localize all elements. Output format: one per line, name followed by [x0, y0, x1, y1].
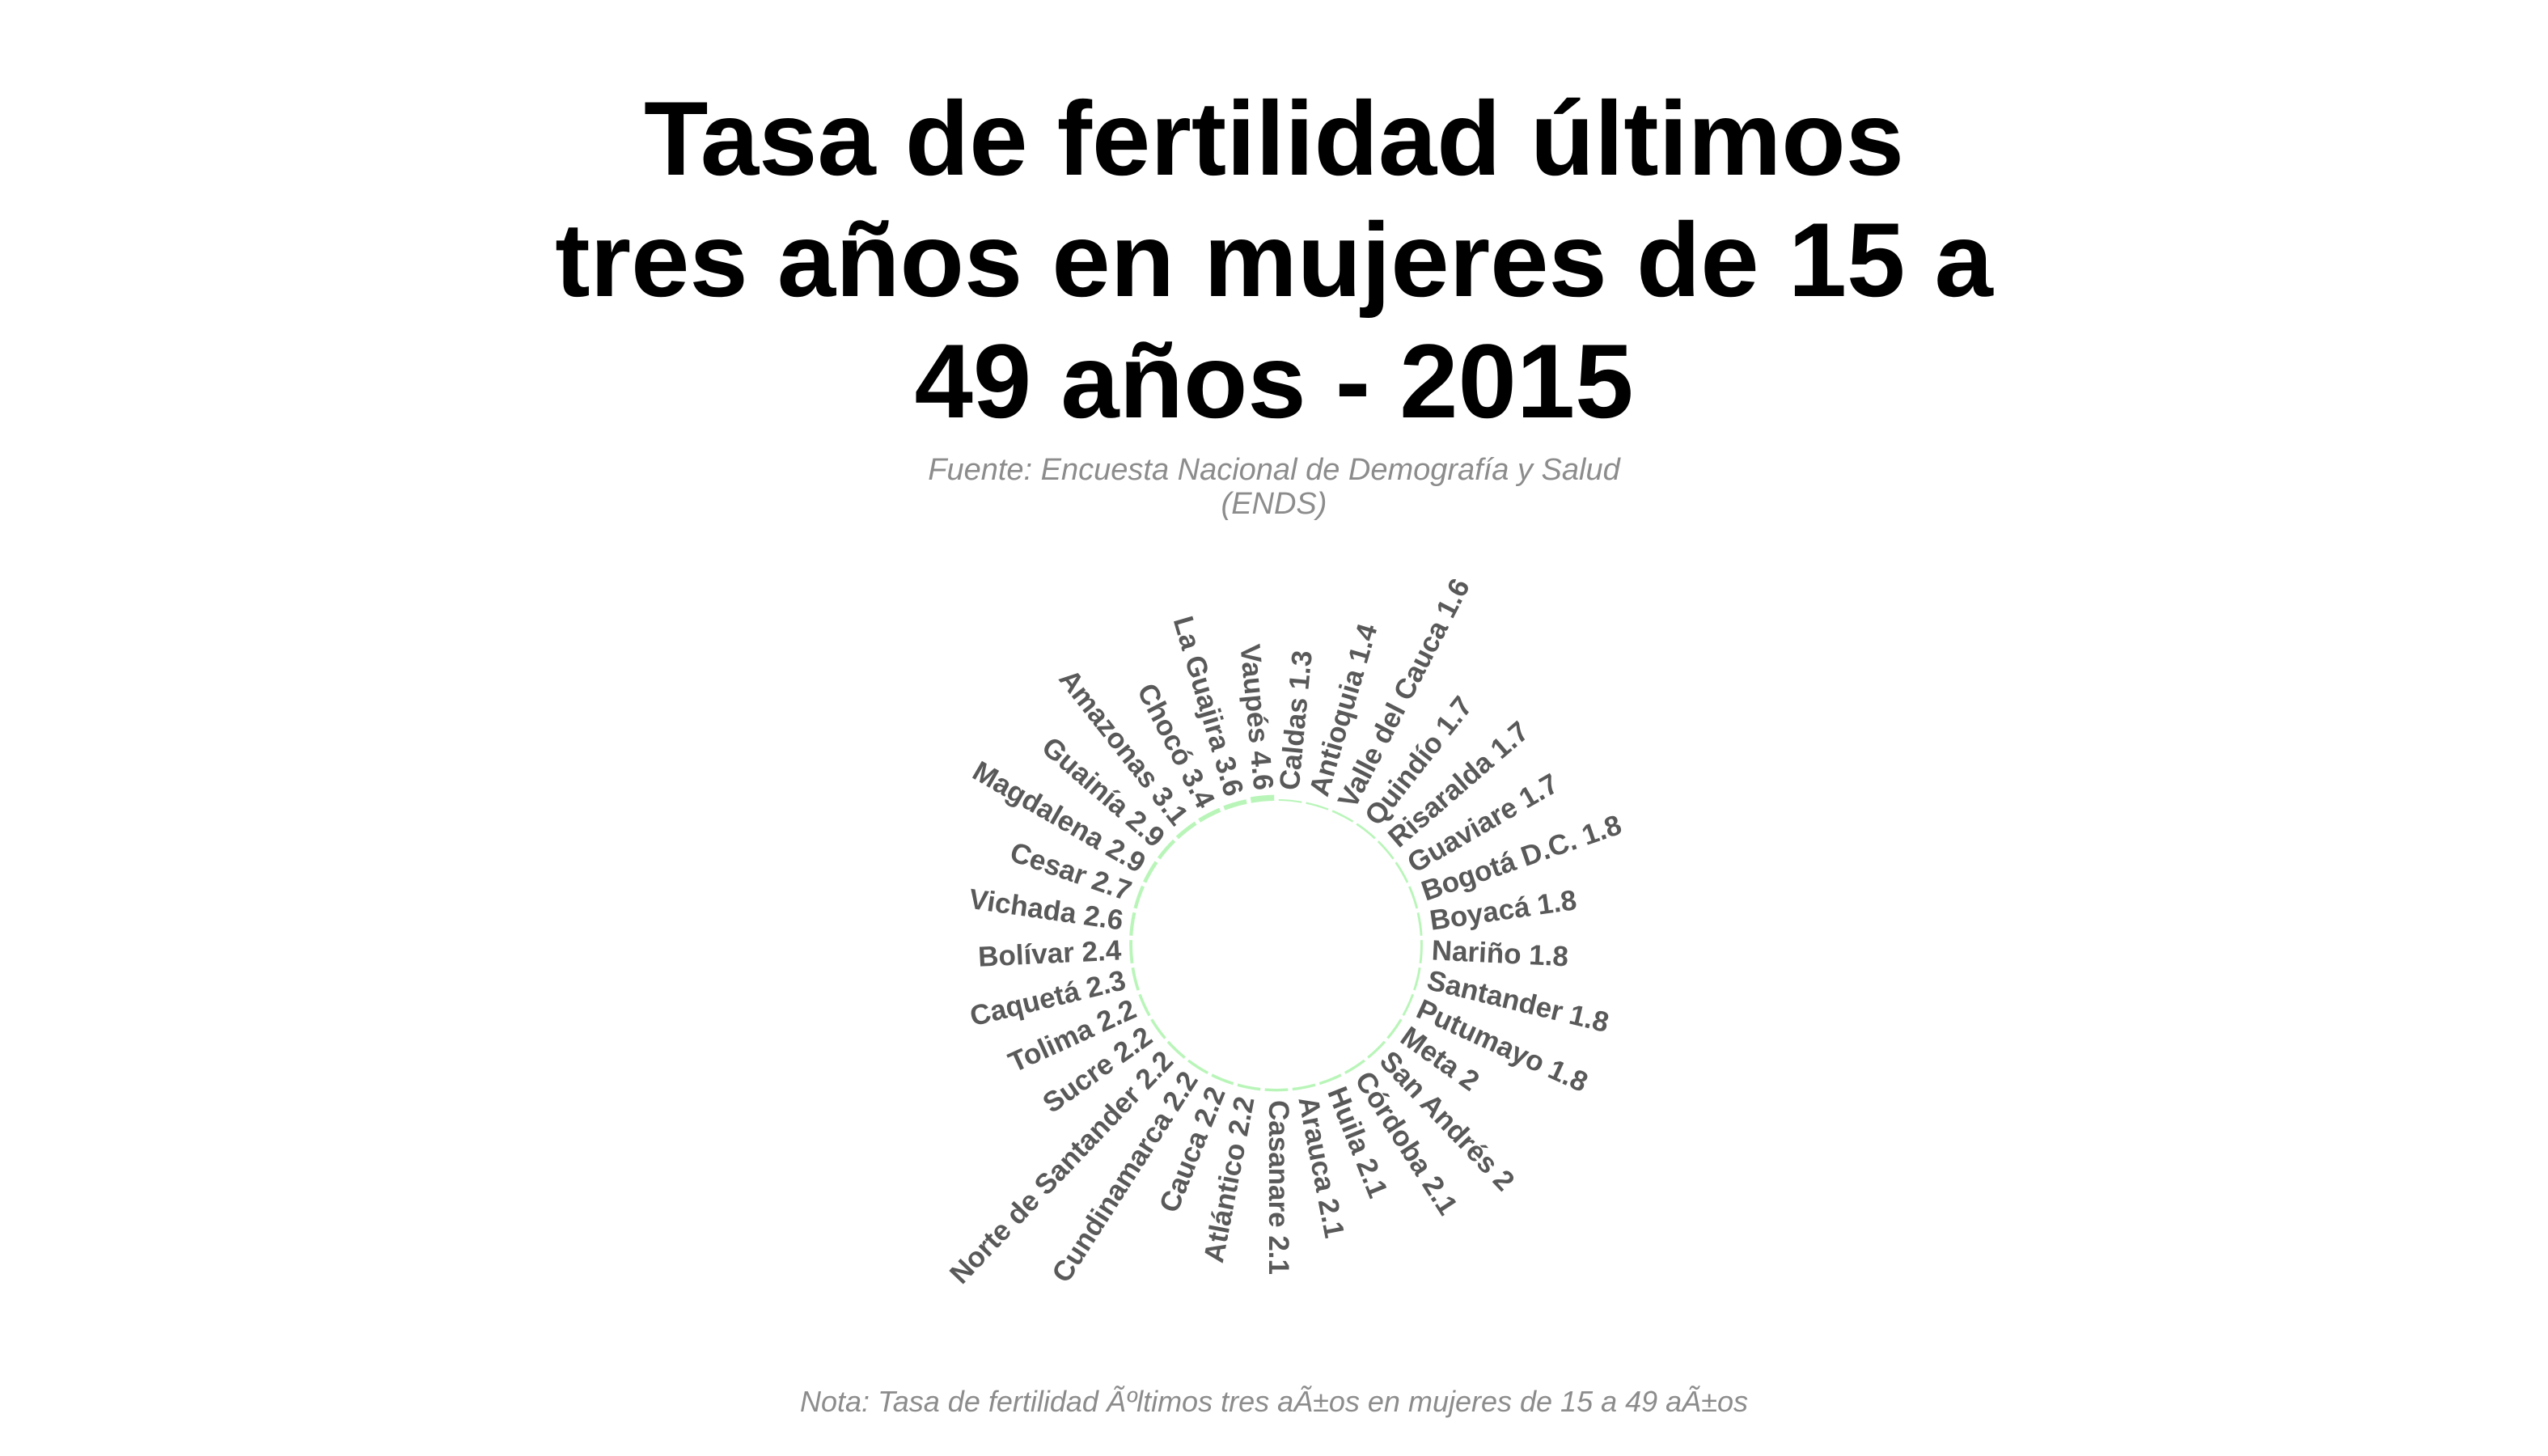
bar: [1386, 1018, 1403, 1039]
bar: [1306, 802, 1329, 811]
bar: [1223, 799, 1247, 811]
chart-note: Nota: Tasa de fertilidad Ãºltimos tres a…: [800, 1385, 1748, 1418]
bar-label: Nariño 1.8: [1431, 934, 1569, 972]
bar-label: Casanare 2.1: [1263, 1100, 1294, 1275]
bar: [1187, 1059, 1209, 1075]
bar: [1278, 798, 1302, 803]
bar: [1264, 1088, 1289, 1092]
bar: [1237, 1083, 1261, 1091]
bar: [1143, 861, 1158, 883]
chart-subtitle-line: (ENDS): [1221, 487, 1327, 521]
bar: [1250, 794, 1275, 803]
bar: [1416, 912, 1423, 936]
bar: [1292, 1083, 1316, 1091]
chart-title: Tasa de fertilidad últimos tres años en …: [0, 78, 2548, 442]
bar: [1377, 840, 1395, 860]
bar: [1198, 807, 1221, 823]
bar: [1419, 940, 1423, 964]
chart-subtitle-line: Fuente: Encuesta Nacional de Demografía …: [928, 453, 1620, 487]
bar: [1129, 940, 1134, 964]
chart-title-line: Tasa de fertilidad últimos: [644, 79, 1904, 197]
bar: [1395, 861, 1409, 883]
chart-title-line: 49 años - 2015: [914, 322, 1634, 440]
bar: [1131, 967, 1140, 991]
bar: [1211, 1073, 1234, 1086]
chart-title-line: tres años en mujeres de 15 a: [555, 201, 1993, 319]
bar: [1408, 886, 1419, 909]
bar: [1318, 1073, 1342, 1086]
bar: [1413, 967, 1421, 991]
chart-subtitle: Fuente: Encuesta Nacional de Demografía …: [0, 453, 2548, 521]
bar: [1129, 912, 1136, 936]
bar-label: Bolívar 2.4: [977, 934, 1122, 972]
bar: [1138, 993, 1151, 1017]
bars-group: [1129, 794, 1423, 1092]
bar: [1166, 1040, 1186, 1059]
bar: [1157, 839, 1176, 860]
bar: [1133, 885, 1145, 909]
bar: [1175, 821, 1197, 840]
bar: [1331, 810, 1354, 823]
bar: [1356, 823, 1376, 840]
bar: [1402, 993, 1415, 1017]
bar: [1150, 1018, 1166, 1039]
bar: [1344, 1059, 1365, 1074]
bar: [1367, 1040, 1386, 1059]
